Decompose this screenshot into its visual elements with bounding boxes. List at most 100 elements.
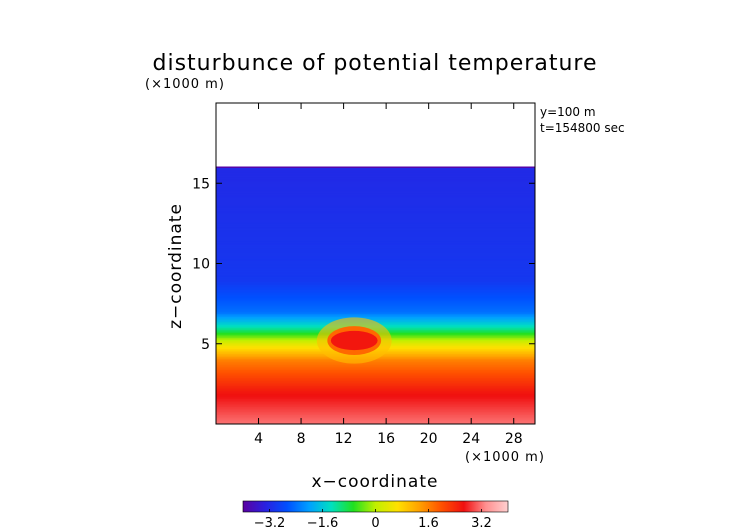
field-band — [216, 390, 535, 393]
field-band — [216, 269, 535, 273]
field-band — [216, 284, 535, 287]
field-band — [216, 252, 535, 255]
field-band — [216, 250, 535, 253]
x-tick-label: 12 — [335, 431, 353, 447]
field-band — [216, 363, 535, 366]
y-unit-label: (×1000 m) — [145, 77, 225, 92]
field-band — [216, 396, 535, 399]
field-band — [216, 176, 535, 180]
field-band — [216, 388, 535, 391]
field-band — [216, 414, 535, 417]
field-band — [216, 271, 535, 274]
field-band — [216, 294, 535, 297]
field-band — [216, 364, 535, 367]
field-band — [216, 194, 535, 197]
field-band — [216, 310, 535, 313]
field-band — [216, 417, 535, 420]
field-band — [216, 229, 535, 232]
field-band — [216, 372, 535, 375]
field-band — [216, 308, 535, 311]
field-band — [216, 266, 535, 269]
field-band — [216, 249, 535, 252]
field-band — [216, 419, 535, 422]
warm-blob-core — [330, 330, 378, 351]
field-band — [216, 215, 535, 218]
field-band — [216, 305, 535, 308]
field-band — [216, 172, 535, 175]
field-band — [216, 197, 535, 200]
x-tick-label: 28 — [505, 431, 523, 447]
field-band — [216, 245, 535, 249]
field-band — [216, 180, 535, 183]
field-band — [216, 263, 535, 266]
field-band — [216, 216, 535, 220]
y-axis-label: z−coordinate — [166, 203, 186, 329]
field-band — [216, 387, 535, 390]
field-band — [216, 273, 535, 276]
field-band — [216, 261, 535, 265]
field-band — [216, 188, 535, 191]
field-band — [216, 379, 535, 382]
field-band — [216, 361, 535, 364]
field-band — [216, 241, 535, 244]
field-band — [216, 366, 535, 369]
field-band — [216, 318, 535, 321]
heatmap-field — [216, 166, 535, 424]
field-band — [216, 274, 535, 277]
y-tick-label: 10 — [192, 257, 210, 273]
field-band — [216, 233, 535, 236]
field-band — [216, 224, 535, 228]
field-band — [216, 183, 535, 186]
field-band — [216, 409, 535, 412]
x-tick-label: 4 — [254, 431, 263, 447]
field-band — [216, 181, 535, 184]
field-band — [216, 218, 535, 221]
field-band — [216, 276, 535, 279]
field-band — [216, 265, 535, 268]
field-band — [216, 314, 535, 318]
field-band — [216, 253, 535, 257]
x-axis-label: x−coordinate — [312, 472, 439, 492]
field-band — [216, 258, 535, 261]
field-band — [216, 268, 535, 271]
field-band — [216, 380, 535, 383]
field-band — [216, 290, 535, 293]
field-band — [216, 189, 535, 192]
field-band — [216, 411, 535, 414]
field-band — [216, 303, 535, 306]
field-band — [216, 234, 535, 237]
field-band — [216, 167, 535, 170]
annotation-time: t=154800 sec — [540, 121, 625, 135]
field-band — [216, 406, 535, 409]
field-band — [216, 282, 535, 285]
field-band — [216, 415, 535, 419]
colorbar-tick-label: 3.2 — [471, 516, 492, 531]
field-band — [216, 202, 535, 205]
field-band — [216, 311, 535, 314]
field-band — [216, 223, 535, 226]
field-band — [216, 297, 535, 300]
x-axis-ticks: 4 8 12 16 20 24 28 — [254, 103, 523, 447]
field-band — [216, 420, 535, 423]
field-band — [216, 369, 535, 372]
field-band — [216, 412, 535, 415]
field-band — [216, 401, 535, 404]
field-band — [216, 199, 535, 202]
field-band — [216, 383, 535, 387]
colorbar-tick-label: −1.6 — [307, 516, 339, 531]
x-tick-label: 24 — [462, 431, 480, 447]
y-tick-label: 15 — [192, 176, 210, 192]
field-band — [216, 257, 535, 260]
field-band — [216, 260, 535, 263]
colorbar-ticks: −3.2 −1.6 0 1.6 3.2 — [254, 509, 492, 531]
field-band — [216, 382, 535, 385]
field-band — [216, 255, 535, 258]
field-band — [216, 367, 535, 371]
field-band — [216, 281, 535, 284]
field-band — [216, 277, 535, 281]
colorbar-tick-label: −3.2 — [254, 516, 286, 531]
field-band — [216, 226, 535, 229]
field-band — [216, 228, 535, 231]
field-band — [216, 237, 535, 241]
